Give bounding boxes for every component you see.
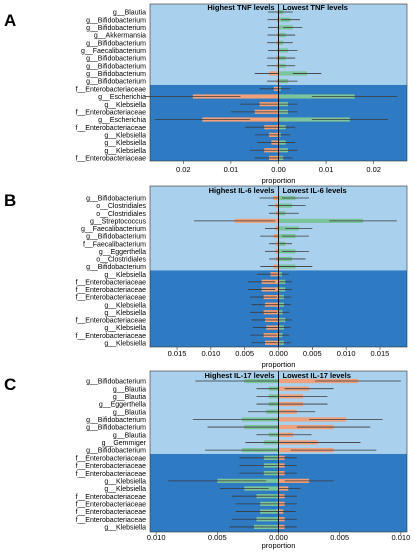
x-tick-label: 0.00: [271, 165, 286, 174]
category-label: g__Bifidobacterium: [86, 17, 146, 24]
x-tick-label: 0.01: [319, 165, 334, 174]
category-label: f__Enterobacteriaceae: [76, 295, 147, 302]
category-label: g__Blautia: [113, 409, 146, 416]
category-label: g__Bifidobacterium: [86, 234, 146, 241]
category-label: g__Klebsiella: [104, 140, 146, 147]
category-label: f__Enterobacteriaceae: [76, 333, 147, 340]
category-label: g__Klebsiella: [104, 102, 146, 109]
panel-label: A: [4, 11, 16, 30]
category-label: g__Eggerthella: [99, 249, 146, 256]
category-label: f__Enterobacteriaceae: [76, 318, 147, 325]
category-label: g__Akkermansia: [94, 33, 146, 40]
category-label: o__Clostridiales: [96, 257, 146, 264]
x-tick-label: 0.000: [269, 533, 288, 542]
category-label: g__Blautia: [113, 10, 146, 17]
category-label: g__Klebsiella: [104, 525, 146, 532]
category-label: f__Enterobacteriaceae: [76, 156, 147, 163]
category-label: f__Enterobacteriaceae: [76, 494, 147, 501]
left-group-title: Highest IL-17 levels: [204, 371, 274, 380]
category-label: f__Enterobacteriaceae: [76, 501, 147, 508]
right-group-title: Lowest IL-6 levels: [283, 186, 347, 195]
category-label: g__Bifidobacterium: [86, 25, 146, 32]
category-label: g__Bifidobacterium: [86, 196, 146, 203]
x-tick-label: 0.01: [224, 165, 239, 174]
category-label: f__Enterobacteriaceae: [76, 509, 147, 516]
x-axis-label: proportion: [262, 360, 296, 369]
x-tick-label: 0.02: [366, 165, 381, 174]
x-tick-label: 0.010: [337, 349, 356, 358]
category-label: g__Faecalibacterium: [81, 226, 146, 233]
x-axis-label: proportion: [262, 541, 296, 550]
left-group-title: Highest TNF levels: [207, 3, 274, 12]
category-label: o__Clostridiales: [96, 203, 146, 210]
category-label: g__Bifidobacterium: [86, 40, 146, 47]
category-label: g__Klebsiella: [104, 302, 146, 309]
x-tick-label: 0.010: [201, 349, 220, 358]
category-label: g__Bifidobacterium: [86, 264, 146, 271]
right-group-title: Lowest TNF levels: [283, 3, 348, 12]
category-label: f__Enterobacteriaceae: [76, 125, 147, 132]
category-label: g__Bifidobacterium: [86, 379, 146, 386]
x-tick-label: 0.000: [269, 349, 288, 358]
x-axis-label: proportion: [262, 176, 296, 185]
category-label: f__Enterobacteriaceae: [76, 86, 147, 93]
category-label: f__Enterobacteriaceae: [76, 287, 147, 294]
x-tick-label: 0.010: [147, 533, 166, 542]
category-label: g__Klebsiella: [104, 340, 146, 347]
category-label: g__Klebsiella: [104, 272, 146, 279]
category-label: g__Klebsiella: [104, 132, 146, 139]
x-tick-label: 0.015: [168, 349, 187, 358]
right-group-title: Lowest IL-17 levels: [283, 371, 351, 380]
category-label: g__Bifidobacterium: [86, 417, 146, 424]
category-label: g__Blautia: [113, 394, 146, 401]
category-label: g__Blautia: [113, 386, 146, 393]
chart-panel-c: C Highest IL-17 levels Lowest IL-17 levels…: [4, 370, 410, 550]
category-label: f__Enterobacteriaceae: [76, 471, 147, 478]
x-tick-label: 0.015: [371, 349, 390, 358]
category-label: g__Eggerthella: [99, 402, 146, 409]
x-tick-label: 0.005: [330, 533, 349, 542]
left-group-title: Highest IL-6 levels: [209, 186, 275, 195]
category-label: g__Klebsiella: [104, 325, 146, 332]
x-tick-label: 0.005: [235, 349, 254, 358]
x-tick-label: 0.010: [391, 533, 410, 542]
category-label: f__Faecalibacterium: [83, 241, 146, 248]
category-label: f__Enterobacteriaceae: [76, 463, 147, 470]
chart-panel-a: A Highest TNF levels Lowest TNF levels g__B…: [4, 3, 408, 185]
category-label: f__Enterobacteriaceae: [76, 279, 147, 286]
category-label: g__Klebsiella: [104, 478, 146, 485]
panel-label: B: [4, 191, 16, 210]
panel-label: C: [4, 375, 16, 394]
x-tick-label: 0.02: [176, 165, 191, 174]
category-label: g__Klebsiella: [104, 310, 146, 317]
category-label: g__Escherichia: [98, 94, 146, 101]
category-label: o__Clostridiales: [96, 211, 146, 218]
category-label: g__Faecalibacterium: [81, 48, 146, 55]
category-label: f__Enterobacteriaceae: [76, 109, 147, 116]
category-label: g__Klebsiella: [104, 486, 146, 493]
category-label: g__Bifidobacterium: [86, 56, 146, 63]
category-label: g__Streptococcus: [90, 218, 147, 225]
category-label: g__Gemmiger: [102, 440, 147, 447]
category-label: g__Bifidobacterium: [86, 448, 146, 455]
category-label: f__Enterobacteriaceae: [76, 517, 147, 524]
category-label: g__Bifidobacterium: [86, 425, 146, 432]
x-tick-label: 0.005: [303, 349, 322, 358]
chart-panel-b: B Highest IL-6 levels Lowest IL-6 levels g_…: [4, 185, 408, 369]
category-label: g__Bifidobacterium: [86, 79, 146, 86]
category-label: g__Bifidobacterium: [86, 71, 146, 78]
category-label: g__Escherichia: [98, 117, 146, 124]
category-label: g__Klebsiella: [104, 148, 146, 155]
category-label: g__Blautia: [113, 432, 146, 439]
bar-right: [278, 218, 364, 223]
category-label: f__Enterobacteriaceae: [76, 455, 147, 462]
category-label: g__Bifidobacterium: [86, 63, 146, 70]
x-tick-label: 0.005: [208, 533, 227, 542]
